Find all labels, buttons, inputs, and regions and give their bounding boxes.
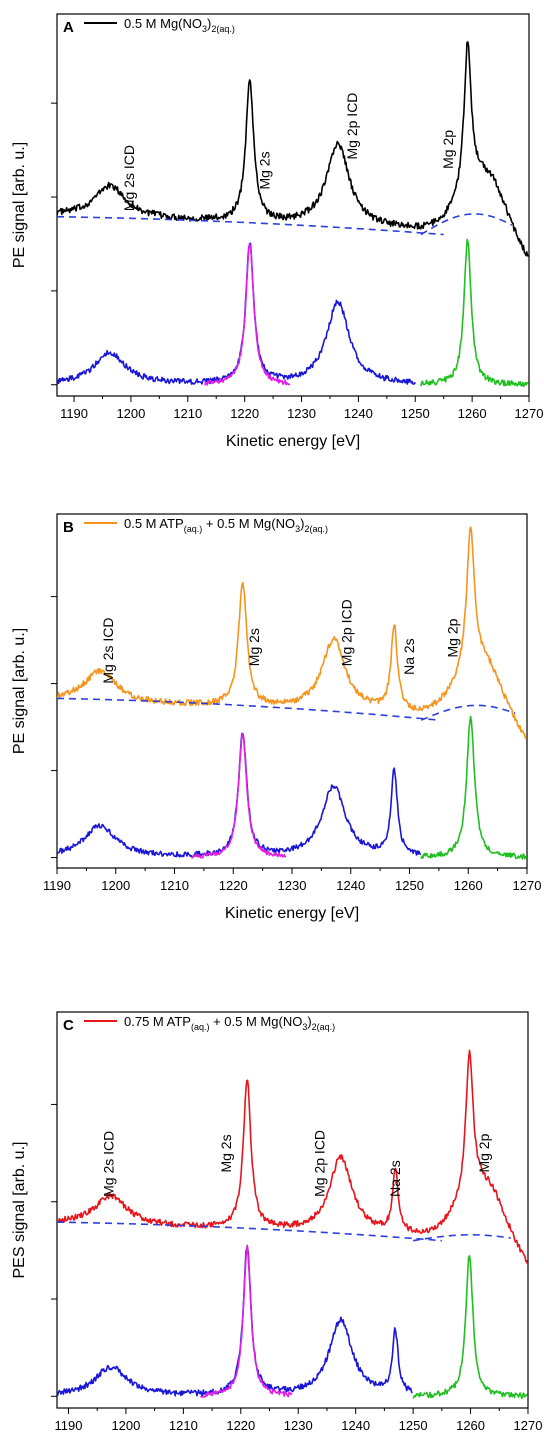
panel-label: C [63,1017,74,1034]
legend-label: 0.75 M ATP(aq.) + 0.5 M Mg(NO3)2(aq.) [124,1014,335,1032]
x-tick-label: 1200 [101,878,130,893]
peak-annotation: Mg 2p [476,1133,492,1172]
x-tick-label: 1220 [230,406,259,421]
x-tick-label: 1240 [341,1418,370,1433]
peak-annotation: Mg 2p [440,130,456,169]
x-tick-label: 1210 [160,878,189,893]
x-tick-label: 1260 [454,878,483,893]
x-tick-label: 1190 [55,1418,83,1433]
x-tick-label: 1250 [395,878,424,893]
x-tick-label: 1190 [60,406,88,421]
x-tick-label: 1270 [514,1418,543,1433]
x-tick-label: 1220 [219,878,248,893]
x-tick-label: 1190 [43,878,71,893]
plot-area [57,526,527,860]
peak-annotation: Na 2s [401,638,417,675]
background-tail-line [420,213,513,236]
panel-label: A [63,19,74,36]
x-tick-label: 1270 [513,878,542,893]
x-tick-label: 1240 [344,406,373,421]
raw-spectrum-line [57,41,529,258]
x-tick-label: 1220 [226,1418,255,1433]
x-tick-label: 1200 [111,1418,140,1433]
peak-annotation: Mg 2p [445,618,461,657]
x-axis-label: Kinetic energy [eV] [225,905,359,922]
fit-spectrum-line [199,1244,293,1398]
plot-frame [56,13,530,397]
peak-annotation: Mg 2s [246,628,262,666]
peak-annotation: Mg 2s [218,1134,234,1172]
background-tail-line [420,704,516,721]
legend-label: 0.5 M ATP(aq.) + 0.5 M Mg(NO3)2(aq.) [124,516,328,534]
x-tick-label: 1210 [169,1418,198,1433]
plot-area [57,41,529,388]
fit-spectrum-line [191,732,287,859]
panel-label: B [63,519,74,536]
x-tick-label: 1250 [399,1418,428,1433]
x-tick-label: 1210 [173,406,202,421]
fit-spectrum-line [420,715,527,860]
x-axis-label: Kinetic energy [eV] [226,433,360,450]
panel-a: 1190 1200 1210 1220 1230 1240 1250 1260 1270 Kine… [11,13,544,450]
y-axis-label: PE signal [arb. u.] [11,628,28,754]
plot-area [57,1049,528,1400]
x-tick-label: 1200 [116,406,145,421]
legend-label: 0.5 M Mg(NO3)2(aq.) [124,16,235,34]
background-baseline-line [57,215,444,236]
y-axis-label: PES signal [arb. u.] [11,1142,28,1279]
peak-annotation: Mg 2p ICD [338,599,354,666]
y-axis-label: PE signal [arb. u.] [11,142,28,268]
background-tail-line [412,1234,511,1242]
plot-frame [56,1011,529,1409]
fit-spectrum-line [204,243,291,386]
peak-annotation: Mg 2s ICD [121,145,137,211]
x-tick-label: 1230 [284,1418,313,1433]
panel-c: 119012001210122012301240125012601270Kine… [11,1011,543,1433]
raw-spectrum-line [57,1049,528,1265]
peak-annotation: Mg 2s ICD [100,617,116,683]
x-tick-label: 1240 [336,878,365,893]
raw-spectrum-line [57,526,527,740]
x-tick-label: 1250 [401,406,430,421]
x-tick-label: 1260 [458,406,487,421]
x-tick-label: 1270 [515,406,544,421]
fit-spectrum-line [412,1254,528,1400]
background-baseline-line [57,697,439,721]
peak-annotation: Mg 2s [257,151,273,189]
x-tick-label: 1230 [278,878,307,893]
panel-b: 1190 1200 1210 1220 1230 1240 1250 1260 1270 Kine… [11,513,542,922]
x-tick-label: 1230 [287,406,316,421]
peak-annotation: Mg 2p ICD [344,93,360,160]
peak-annotation: Mg 2p ICD [312,1130,328,1197]
peak-annotation: Mg 2s ICD [100,1131,116,1197]
peak-annotation: Na 2s [387,1160,403,1197]
fit-spectrum-line [420,238,529,388]
x-tick-label: 1260 [456,1418,485,1433]
background-baseline-line [57,1221,442,1242]
